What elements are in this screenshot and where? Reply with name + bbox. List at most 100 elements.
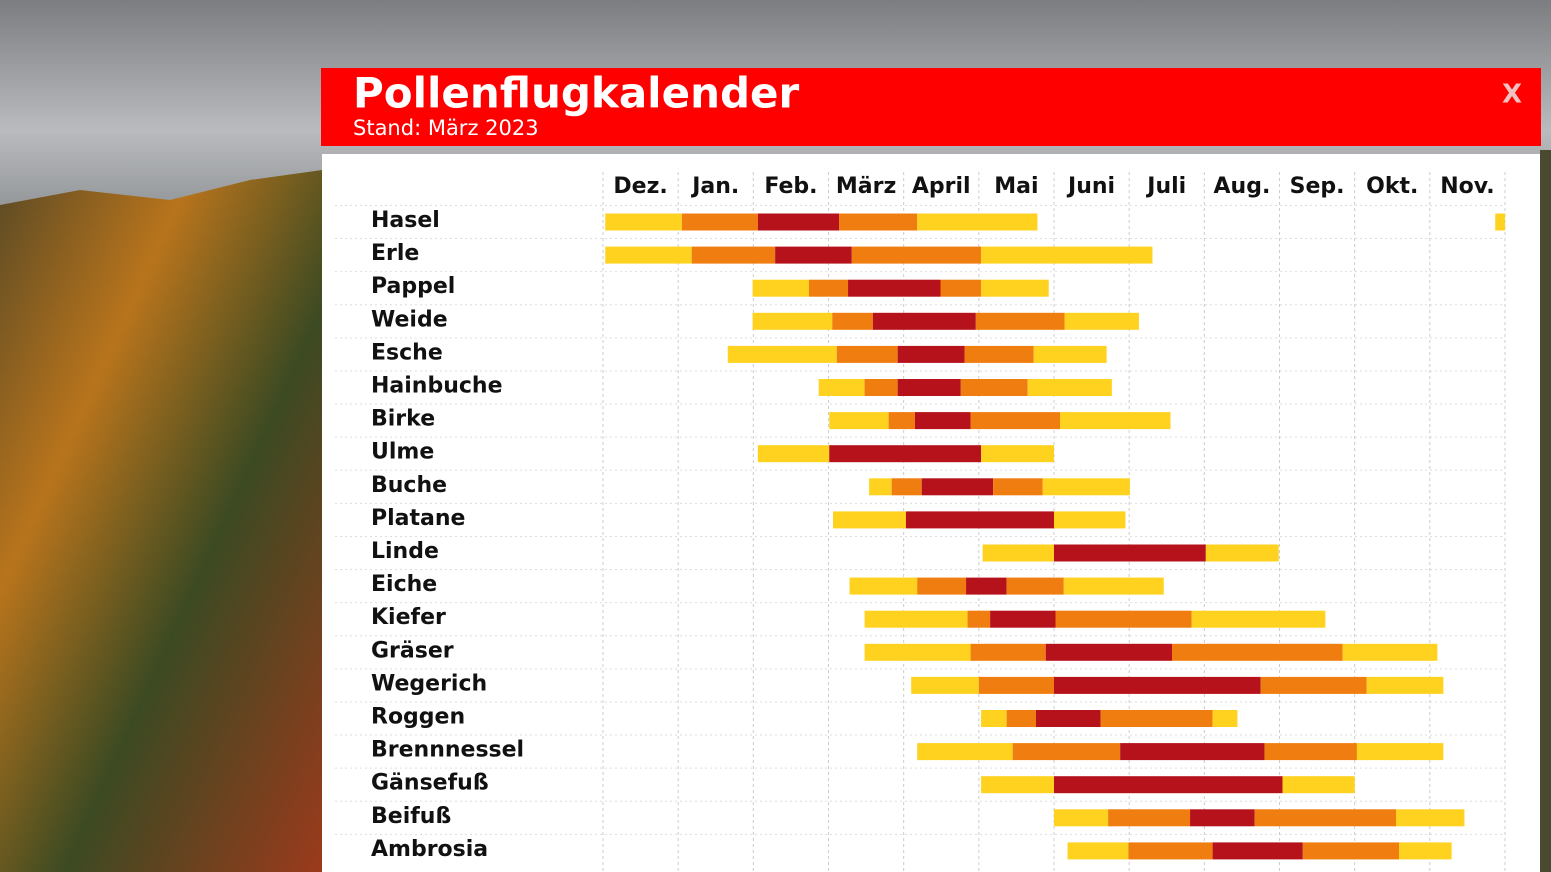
pollen-segment	[1054, 544, 1206, 562]
pollen-segment	[1366, 676, 1444, 694]
month-label: Okt.	[1366, 174, 1418, 199]
row-label: Ulme	[371, 440, 434, 465]
header-bar	[321, 68, 1541, 146]
month-label: Juli	[1145, 174, 1186, 199]
pollen-segment	[978, 676, 1054, 694]
row-label: Brennnessel	[371, 738, 524, 763]
pollen-segment	[1100, 710, 1213, 727]
pollen-segment	[1342, 643, 1438, 661]
pollen-segment	[1033, 345, 1107, 363]
pollen-segment	[1063, 577, 1164, 595]
pollen-segment	[1067, 842, 1129, 860]
row-label: Buche	[371, 473, 447, 498]
pollen-segment	[1054, 676, 1261, 694]
month-label: Dez.	[613, 174, 667, 199]
pollen-segment	[1190, 809, 1255, 827]
close-button[interactable]: X	[1502, 80, 1522, 110]
month-label: Nov.	[1440, 174, 1494, 199]
pollen-segment	[967, 610, 991, 628]
row-label: Weide	[371, 307, 448, 332]
month-label: Jan.	[690, 174, 739, 199]
pollen-segment	[775, 246, 852, 264]
pollen-segment	[839, 213, 918, 231]
pollen-segment	[1356, 743, 1444, 761]
pollen-segment	[1128, 842, 1213, 860]
pollen-segment	[1054, 511, 1126, 529]
row-label: Gänsefuß	[371, 771, 489, 796]
pollen-segment	[1254, 809, 1397, 827]
pollen-segment	[1012, 743, 1121, 761]
pollen-segment	[681, 213, 758, 231]
row-label: Roggen	[371, 705, 465, 730]
row-label: Hainbuche	[371, 374, 503, 399]
row-label: Ambrosia	[371, 837, 488, 862]
pollen-segment	[1260, 676, 1367, 694]
chart-subtitle: Stand: März 2023	[353, 116, 539, 140]
pollen-segment	[891, 478, 922, 496]
pollen-segment	[1396, 809, 1465, 827]
pollen-segment	[981, 246, 1153, 264]
pollen-segment	[752, 312, 833, 330]
pollen-segment	[975, 312, 1065, 330]
pollen-segment	[872, 312, 976, 330]
pollen-segment	[864, 610, 968, 628]
pollen-segment	[864, 379, 898, 396]
pollen-segment	[864, 643, 971, 661]
month-label: April	[912, 174, 971, 199]
pollen-segment	[818, 379, 865, 396]
pollen-segment	[981, 445, 1054, 463]
pollen-segment	[982, 544, 1054, 562]
pollen-segment	[970, 643, 1046, 661]
row-label: Gräser	[371, 638, 454, 663]
pollen-segment	[1212, 842, 1303, 860]
pollen-segment	[917, 213, 1038, 231]
pollen-segment	[757, 213, 840, 231]
pollen-segment	[1006, 710, 1036, 727]
pollen-segment	[1120, 743, 1265, 761]
pollen-segment	[605, 246, 692, 264]
row-label: Beifuß	[371, 804, 451, 829]
pollen-segment	[1064, 312, 1139, 330]
pollen-segment	[849, 577, 918, 595]
background-forest	[1540, 150, 1551, 872]
pollen-segment	[897, 345, 965, 363]
pollen-segment	[981, 279, 1049, 297]
pollen-segment	[1302, 842, 1400, 860]
pollen-segment	[848, 279, 941, 297]
row-label: Kiefer	[371, 605, 446, 630]
pollen-segment	[1495, 213, 1505, 231]
pollen-segment	[1205, 544, 1279, 562]
pollen-segment	[1108, 809, 1191, 827]
pollen-segment	[1027, 379, 1112, 396]
row-label: Erle	[371, 241, 419, 266]
pollen-segment	[1042, 478, 1130, 496]
pollen-segment	[1035, 710, 1101, 727]
pollen-segment	[869, 478, 892, 496]
pollen-segment	[808, 279, 849, 297]
pollen-segment	[1399, 842, 1452, 860]
pollen-segment	[905, 511, 1054, 529]
pollen-segment	[829, 412, 889, 430]
pollen-segment	[911, 676, 979, 694]
row-label: Platane	[371, 506, 465, 531]
pollen-segment	[1212, 710, 1238, 727]
pollen-segment	[1055, 610, 1192, 628]
pollen-segment	[897, 379, 961, 396]
pollen-segment	[966, 577, 1007, 595]
pollen-segment	[993, 478, 1043, 496]
month-label: März	[836, 174, 896, 199]
pollen-segment	[964, 345, 1034, 363]
pollen-segment	[727, 345, 837, 363]
background-forest	[0, 170, 322, 872]
pollen-segment	[888, 412, 915, 430]
pollen-segment	[1172, 643, 1343, 661]
row-label: Birke	[371, 407, 435, 432]
pollen-segment	[960, 379, 1028, 396]
pollen-segment	[851, 246, 982, 264]
pollen-segment	[914, 412, 971, 430]
pollen-segment	[1264, 743, 1357, 761]
pollen-segment	[981, 710, 1007, 727]
pollen-segment	[981, 776, 1054, 794]
month-label: Feb.	[764, 174, 817, 199]
